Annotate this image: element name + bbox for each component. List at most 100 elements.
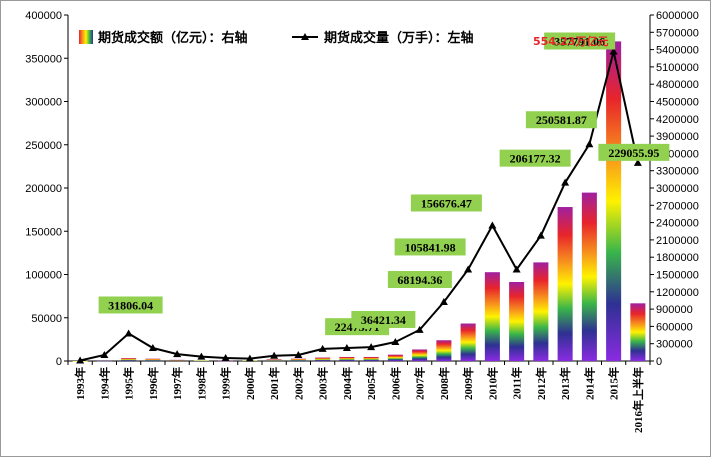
x-tick-label: 2015年: [607, 367, 621, 400]
callout-label: 206177.32: [510, 152, 561, 166]
line-point: [221, 353, 230, 361]
right-tick-label: 0: [656, 356, 662, 368]
callout-label: 36421.34: [361, 313, 406, 327]
callout-label: 229055.95: [608, 146, 659, 160]
bar: [290, 358, 306, 361]
line-point: [270, 351, 279, 359]
line-point: [148, 344, 157, 352]
bar: [557, 207, 573, 361]
legend-marker-triangle: [301, 33, 309, 40]
line-point: [415, 325, 424, 333]
x-tick-label: 1995年: [122, 367, 136, 400]
x-tick-label: 1998年: [194, 367, 208, 400]
x-tick-label: 2011年: [510, 367, 524, 399]
x-tick-label: 2007年: [413, 367, 427, 400]
line-point: [633, 158, 642, 166]
right-tick-label: 2400000: [656, 218, 699, 230]
right-tick-label: 5700000: [656, 27, 699, 39]
left-tick-label: 50000: [31, 313, 62, 325]
bar: [509, 281, 525, 361]
bar: [436, 340, 452, 361]
callout-label: 357791.06: [554, 35, 605, 49]
right-tick-label: 300000: [656, 339, 693, 351]
line-point: [173, 350, 182, 358]
bar: [606, 41, 622, 361]
x-tick-label: 1997年: [170, 367, 184, 400]
x-tick-label: 2001年: [267, 367, 281, 400]
x-tick-label: 2003年: [316, 367, 330, 400]
x-tick-label: 1996年: [146, 367, 160, 400]
right-tick-label: 4200000: [656, 114, 699, 126]
x-tick-label: 2000年: [243, 367, 257, 400]
line-point: [294, 350, 303, 358]
x-tick-label: 2010年: [485, 367, 499, 400]
bar: [121, 358, 137, 361]
callout-box: [499, 149, 571, 167]
line-point: [512, 265, 521, 273]
line-point: [245, 354, 254, 362]
right-tick-label: 3000000: [656, 183, 699, 195]
line-point: [561, 178, 570, 186]
volume-line: [79, 51, 639, 362]
bar: [169, 359, 185, 361]
line-point: [609, 47, 618, 55]
right-tick-label: 4500000: [656, 97, 699, 109]
line-point: [197, 352, 206, 360]
callout-box: [394, 238, 466, 256]
line-point: [488, 221, 497, 229]
x-tick-label: 2013年: [558, 367, 572, 400]
bar: [315, 357, 331, 361]
bar: [412, 349, 428, 361]
line-point: [439, 298, 448, 306]
bar: [266, 359, 282, 361]
annotation-total-turnover: 554.23万亿元: [533, 34, 608, 48]
x-tick-label: 2002年: [291, 367, 305, 400]
bar: [363, 356, 379, 361]
bar: [484, 272, 500, 361]
left-tick-label: 250000: [25, 140, 62, 152]
legend-label-line: 期货成交量（万手）：左轴: [324, 30, 474, 46]
bar: [533, 262, 549, 361]
x-tick-label: 2005年: [364, 367, 378, 400]
callout-box: [598, 143, 670, 161]
line-point: [536, 231, 545, 239]
bar: [96, 360, 112, 362]
x-tick-label: 2009年: [461, 367, 475, 400]
right-tick-label: 4800000: [656, 79, 699, 91]
right-tick-label: 600000: [656, 321, 693, 333]
callout-box: [525, 111, 597, 129]
left-tick-label: 400000: [25, 10, 62, 22]
bar: [460, 323, 476, 361]
line-point: [342, 344, 351, 352]
callout-box: [387, 271, 452, 289]
right-tick-label: 1800000: [656, 252, 699, 264]
x-tick-label: 2016年上半年: [631, 367, 645, 433]
right-tick-label: 1200000: [656, 287, 699, 299]
x-tick-label: 2004年: [340, 367, 354, 400]
x-tick-label: 2012年: [534, 367, 548, 400]
callout-label: 250581.87: [536, 113, 587, 127]
line-point: [318, 344, 327, 352]
x-tick-label: 2006年: [388, 367, 402, 400]
x-tick-label: 2008年: [437, 367, 451, 400]
bar: [387, 354, 403, 361]
callout-label: 31806.04: [108, 298, 153, 312]
bar: [339, 356, 355, 361]
right-tick-label: 3900000: [656, 131, 699, 143]
left-tick-label: 350000: [25, 53, 62, 65]
right-tick-label: 1500000: [656, 270, 699, 282]
right-tick-label: 6000000: [656, 10, 699, 22]
left-tick-label: 200000: [25, 183, 62, 195]
right-tick-label: 2100000: [656, 235, 699, 247]
line-point: [391, 337, 400, 345]
left-tick-label: 300000: [25, 97, 62, 109]
bar: [145, 358, 161, 361]
x-tick-label: 1993年: [73, 367, 87, 400]
bar: [193, 360, 209, 361]
callout-box: [351, 310, 416, 328]
callout-box: [544, 32, 616, 50]
legend-swatch-bar: [79, 30, 93, 44]
line-point: [100, 350, 109, 358]
right-tick-label: 5100000: [656, 62, 699, 74]
